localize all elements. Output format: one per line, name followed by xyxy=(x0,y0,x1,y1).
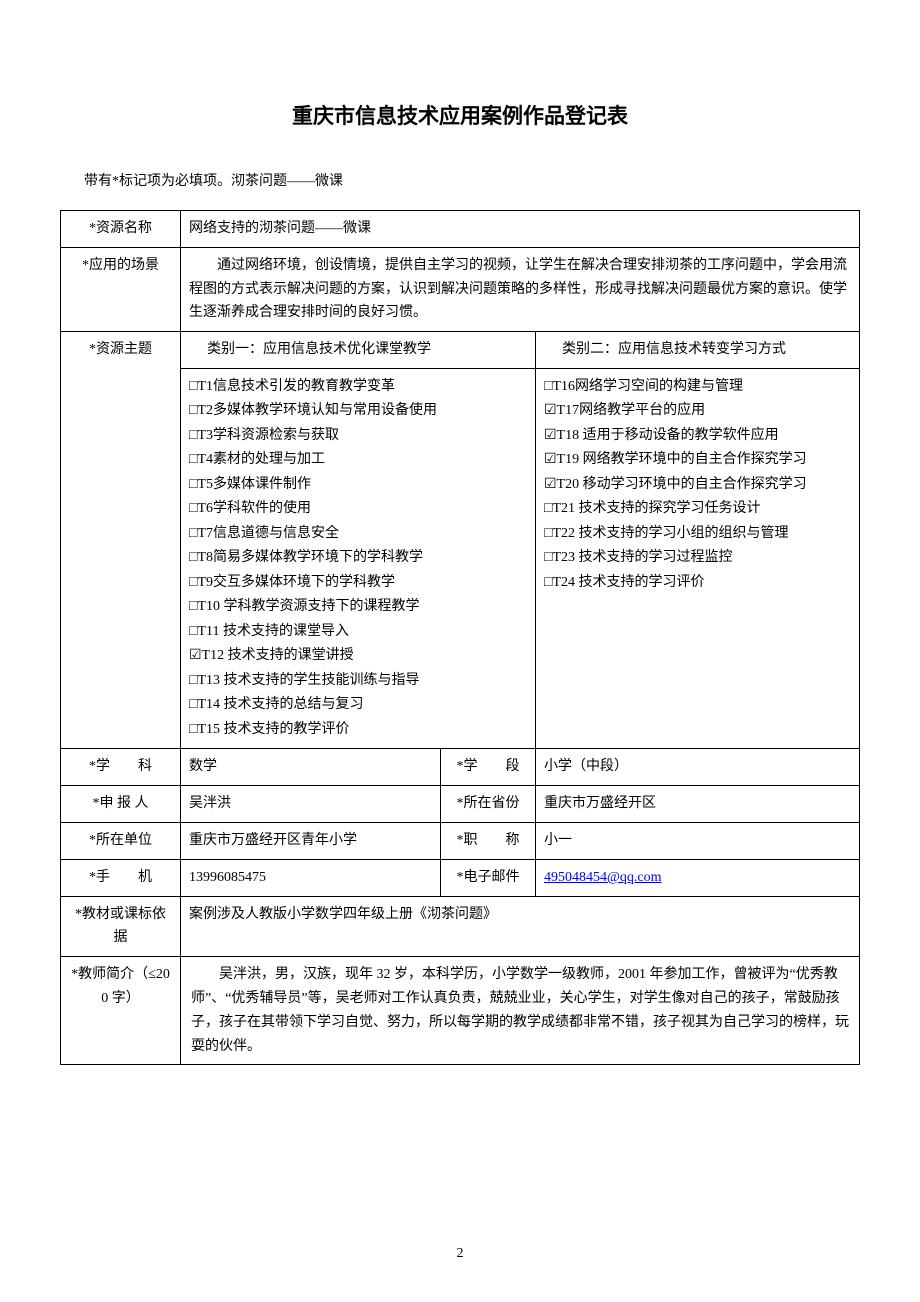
label-theme: *资源主题 xyxy=(61,332,181,749)
table-row: *资源主题 类别一：应用信息技术优化课堂教学 类别二：应用信息技术转变学习方式 xyxy=(61,332,860,369)
page-title: 重庆市信息技术应用案例作品登记表 xyxy=(60,100,860,130)
theme-cat2-list: □T16网络学习空间的构建与管理☑T17网络教学平台的应用☑T18 适用于移动设… xyxy=(536,368,860,749)
table-row: *资源名称 网络支持的沏茶问题——微课 xyxy=(61,211,860,248)
value-province: 重庆市万盛经开区 xyxy=(536,786,860,823)
table-row: *学 科 数学 *学 段 小学（中段） xyxy=(61,749,860,786)
value-title: 小一 xyxy=(536,823,860,860)
label-applicant: *申 报 人 xyxy=(61,786,181,823)
checkbox-item: □T6学科软件的使用 xyxy=(189,497,527,522)
label-email: *电子邮件 xyxy=(441,859,536,896)
value-unit: 重庆市万盛经开区青年小学 xyxy=(181,823,441,860)
value-textbook: 案例涉及人教版小学数学四年级上册《沏茶问题》 xyxy=(181,896,860,957)
label-subject: *学 科 xyxy=(61,749,181,786)
value-scenario: 通过网络环境，创设情境，提供自主学习的视频，让学生在解决合理安排沏茶的工序问题中… xyxy=(181,247,860,331)
label-textbook: *教材或课标依据 xyxy=(61,896,181,957)
theme-cat1-list: □T1信息技术引发的教育教学变革□T2多媒体教学环境认知与常用设备使用□T3学科… xyxy=(181,368,536,749)
value-bio: 吴泮洪，男，汉族，现年 32 岁，本科学历，小学数学一级教师，2001 年参加工… xyxy=(181,957,860,1065)
checkbox-item: □T3学科资源检索与获取 xyxy=(189,424,527,449)
table-row: *手 机 13996085475 *电子邮件 495048454@qq.com xyxy=(61,859,860,896)
value-stage: 小学（中段） xyxy=(536,749,860,786)
table-row: *所在单位 重庆市万盛经开区青年小学 *职 称 小一 xyxy=(61,823,860,860)
checkbox-item: □T13 技术支持的学生技能训练与指导 xyxy=(189,669,527,694)
value-resource-name: 网络支持的沏茶问题——微课 xyxy=(181,211,860,248)
label-bio: *教师简介（≤200 字） xyxy=(61,957,181,1065)
registration-table: *资源名称 网络支持的沏茶问题——微课 *应用的场景 通过网络环境，创设情境，提… xyxy=(60,210,860,1065)
label-title: *职 称 xyxy=(441,823,536,860)
checkbox-item: ☑T17网络教学平台的应用 xyxy=(544,399,851,424)
checkbox-item: □T21 技术支持的探究学习任务设计 xyxy=(544,497,851,522)
page-number: 2 xyxy=(0,1246,920,1262)
value-subject: 数学 xyxy=(181,749,441,786)
checkbox-item: □T11 技术支持的课堂导入 xyxy=(189,620,527,645)
checkbox-item: □T2多媒体教学环境认知与常用设备使用 xyxy=(189,399,527,424)
theme-cat1-header: 类别一：应用信息技术优化课堂教学 xyxy=(181,332,536,369)
value-email-cell: 495048454@qq.com xyxy=(536,859,860,896)
label-stage: *学 段 xyxy=(441,749,536,786)
table-row: *应用的场景 通过网络环境，创设情境，提供自主学习的视频，让学生在解决合理安排沏… xyxy=(61,247,860,331)
table-row: □T1信息技术引发的教育教学变革□T2多媒体教学环境认知与常用设备使用□T3学科… xyxy=(61,368,860,749)
checkbox-item: □T7信息道德与信息安全 xyxy=(189,522,527,547)
checkbox-item: ☑T20 移动学习环境中的自主合作探究学习 xyxy=(544,473,851,498)
checkbox-item: ☑T12 技术支持的课堂讲授 xyxy=(189,644,527,669)
label-resource-name: *资源名称 xyxy=(61,211,181,248)
checkbox-item: □T23 技术支持的学习过程监控 xyxy=(544,546,851,571)
checkbox-item: □T5多媒体课件制作 xyxy=(189,473,527,498)
checkbox-item: □T16网络学习空间的构建与管理 xyxy=(544,375,851,400)
checkbox-item: □T8简易多媒体教学环境下的学科教学 xyxy=(189,546,527,571)
theme-cat2-header: 类别二：应用信息技术转变学习方式 xyxy=(536,332,860,369)
checkbox-item: □T15 技术支持的教学评价 xyxy=(189,718,527,743)
checkbox-item: □T14 技术支持的总结与复习 xyxy=(189,693,527,718)
label-phone: *手 机 xyxy=(61,859,181,896)
value-applicant: 吴泮洪 xyxy=(181,786,441,823)
checkbox-item: □T9交互多媒体环境下的学科教学 xyxy=(189,571,527,596)
value-phone: 13996085475 xyxy=(181,859,441,896)
checkbox-item: □T24 技术支持的学习评价 xyxy=(544,571,851,596)
table-row: *教材或课标依据 案例涉及人教版小学数学四年级上册《沏茶问题》 xyxy=(61,896,860,957)
table-row: *教师简介（≤200 字） 吴泮洪，男，汉族，现年 32 岁，本科学历，小学数学… xyxy=(61,957,860,1065)
table-row: *申 报 人 吴泮洪 *所在省份 重庆市万盛经开区 xyxy=(61,786,860,823)
checkbox-item: □T4素材的处理与加工 xyxy=(189,448,527,473)
note-text: 带有*标记项为必填项。沏茶问题——微课 xyxy=(84,170,860,190)
label-scenario: *应用的场景 xyxy=(61,247,181,331)
checkbox-item: ☑T19 网络教学环境中的自主合作探究学习 xyxy=(544,448,851,473)
checkbox-item: ☑T18 适用于移动设备的教学软件应用 xyxy=(544,424,851,449)
checkbox-item: □T1信息技术引发的教育教学变革 xyxy=(189,375,527,400)
page: 重庆市信息技术应用案例作品登记表 带有*标记项为必填项。沏茶问题——微课 *资源… xyxy=(0,0,920,1302)
checkbox-item: □T10 学科教学资源支持下的课程教学 xyxy=(189,595,527,620)
checkbox-item: □T22 技术支持的学习小组的组织与管理 xyxy=(544,522,851,547)
label-province: *所在省份 xyxy=(441,786,536,823)
label-unit: *所在单位 xyxy=(61,823,181,860)
email-link[interactable]: 495048454@qq.com xyxy=(544,870,662,885)
